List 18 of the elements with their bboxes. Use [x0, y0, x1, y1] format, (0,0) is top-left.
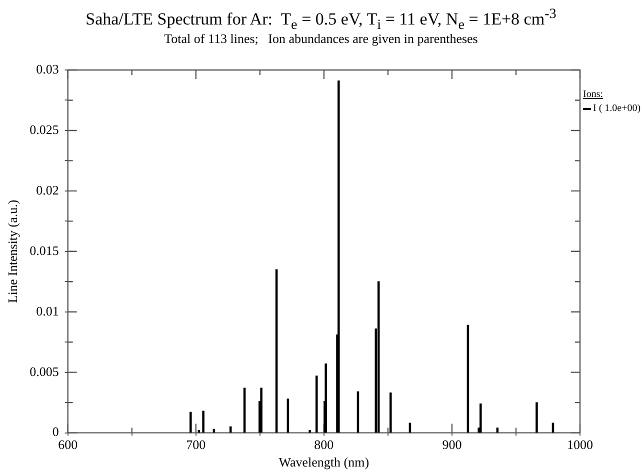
y-tick-label: 0.01: [36, 303, 59, 318]
y-axis-title: Line Intensity (a.u.): [5, 200, 20, 304]
y-tick-label: 0.025: [30, 122, 59, 137]
x-axis-title: Wavelength (nm): [278, 454, 370, 470]
legend-label: I ( 1.0e+00): [592, 102, 641, 116]
x-tick-label: 900: [442, 437, 462, 452]
y-tick-label: 0: [52, 424, 59, 440]
legend-title: Ions:: [583, 88, 604, 102]
y-tick-label: 0.015: [30, 242, 59, 258]
y-tick-label: 0.03: [36, 61, 59, 76]
x-tick-label: 1000: [567, 437, 593, 452]
y-tick-label: 0.02: [36, 182, 59, 198]
chart-title: Saha/LTE Spectrum for Ar: T$_{e}$ = 0.5 eV, T$_{i}$ = 11 eV, N$_{e}$ = 1E+8 cm$^{-3}$: [86, 6, 556, 34]
x-tick-label: 700: [186, 437, 206, 452]
x-tick-label: 600: [58, 437, 78, 452]
y-tick-label: 0.005: [30, 364, 59, 379]
x-tick-label: 800: [314, 437, 334, 452]
chart-subtitle: Total of 113 lines; Ion abundances are given in parentheses: [163, 31, 479, 47]
